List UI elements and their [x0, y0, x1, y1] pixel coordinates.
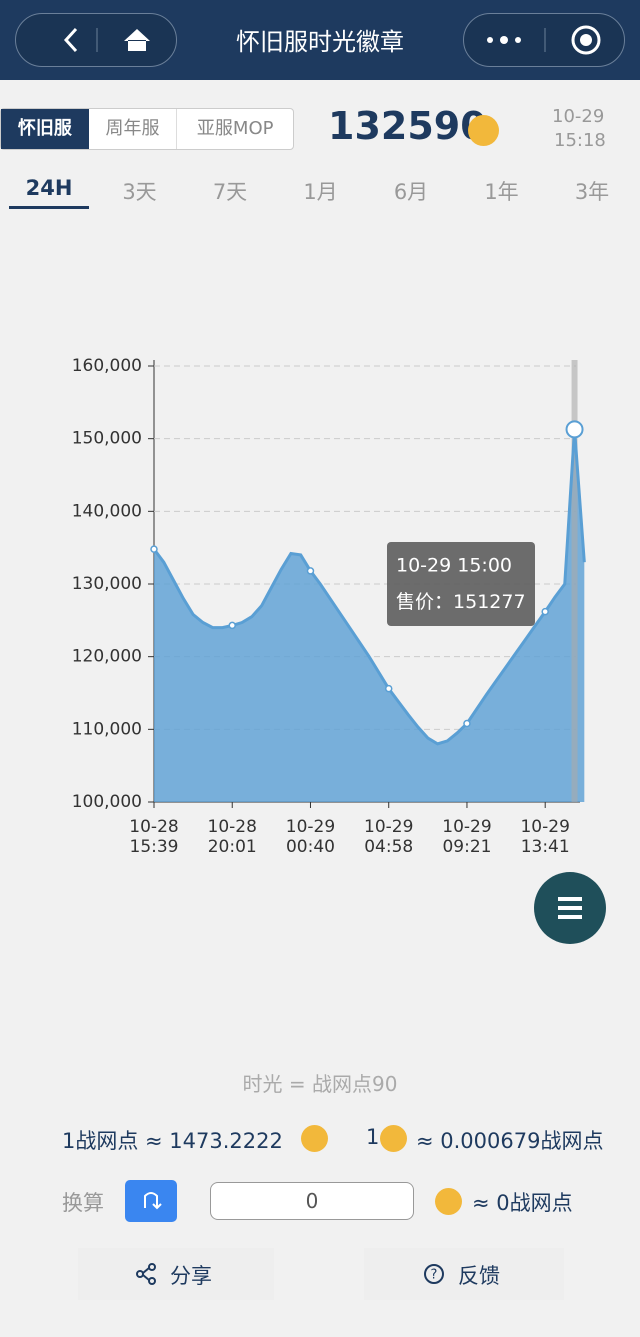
y-tick-label: 140,000 — [72, 501, 142, 521]
update-date: 10-29 — [552, 106, 605, 127]
x-tick-label-line: 10-29 — [364, 817, 413, 837]
swap-button[interactable] — [125, 1180, 177, 1222]
server-tab[interactable]: 亚服MOP — [196, 118, 274, 139]
x-tick-label-line: 10-29 — [442, 817, 491, 837]
tooltip-box — [387, 542, 535, 626]
point — [228, 621, 236, 630]
x-tick-label-line: 10-28 — [129, 817, 178, 837]
menu-fab[interactable] — [534, 872, 606, 944]
server-tab[interactable]: 怀旧服 — [1, 109, 89, 149]
svg-text:?: ? — [431, 1268, 438, 1283]
period-tab[interactable]: 7天 — [212, 180, 248, 204]
feedback-label: 反馈 — [458, 1264, 500, 1288]
coin-icon — [301, 1125, 328, 1152]
point — [384, 684, 393, 693]
tooltip-value: 151277 — [453, 591, 526, 613]
period-tab[interactable]: 6月 — [393, 180, 429, 204]
point — [150, 545, 158, 553]
share-label: 分享 — [170, 1264, 212, 1288]
calc-result: ≈ 0战网点 — [472, 1191, 573, 1215]
y-tick-label: 130,000 — [72, 574, 142, 594]
server-tab[interactable]: 周年服 — [89, 109, 178, 149]
x-tick-label-line: 10-28 — [208, 817, 257, 837]
x-tick-label-line: 20:01 — [208, 837, 257, 857]
menu-icons — [487, 25, 601, 55]
point — [541, 607, 549, 616]
highlight-point — [565, 420, 584, 439]
menu-capsule[interactable] — [463, 13, 625, 67]
point — [306, 567, 315, 575]
period-tab[interactable]: 1年 — [484, 180, 519, 204]
y-tick-label: 120,000 — [72, 647, 142, 667]
share-button[interactable]: 分享 — [78, 1248, 274, 1300]
rate-left: 1战网点 ≈ 1473.2222 — [62, 1129, 283, 1153]
y-tick-label: 100,000 — [72, 792, 142, 812]
y-tick-label: 110,000 — [72, 719, 142, 739]
x-tick-label-line: 00:40 — [286, 837, 335, 857]
x-tick-label-line: 13:41 — [521, 837, 570, 857]
tooltip-title: 10-29 15:00 — [396, 555, 512, 577]
tooltip-label-text: 售价： — [396, 591, 453, 613]
coin-icon — [380, 1125, 407, 1152]
x-tick-label: 10-29 09:21 — [442, 817, 491, 857]
x-tick-label: 10-28 20:01 — [208, 817, 257, 857]
period-tab[interactable]: 1月 — [303, 180, 338, 204]
hover-band — [571, 360, 578, 802]
x-tick-label-line: 04:58 — [364, 837, 413, 857]
menu-fab-icon — [558, 897, 582, 919]
coin-icon — [468, 115, 499, 146]
share-icon — [136, 1263, 156, 1285]
amount-input[interactable]: 0 — [210, 1182, 414, 1220]
nav-capsule[interactable] — [15, 13, 177, 67]
period-tab[interactable]: 3天 — [122, 180, 157, 204]
period-tab[interactable]: 24H — [9, 176, 89, 209]
price: 132590 — [328, 104, 487, 148]
period-tab[interactable]: 3年 — [574, 180, 610, 204]
server-tabs: 怀旧服 周年服 亚服MOP — [0, 108, 294, 150]
y-tick-label: 160,000 — [72, 356, 142, 376]
line — [152, 429, 586, 746]
nav-icons — [63, 27, 150, 53]
rate-right: ≈ 0.000679战网点 — [416, 1129, 604, 1153]
tooltip: 10-29 15:00 售价：151277 — [387, 542, 535, 626]
tooltip-label: 售价：151277 — [396, 591, 526, 613]
rate-right-prefix: 1 — [366, 1125, 380, 1149]
x-tick-label-line: 10-29 — [520, 817, 569, 837]
chart: 100,000 110,000 120,000 130,000 140,000 150,0… — [72, 356, 586, 857]
swap-icon — [144, 1192, 162, 1210]
x-tick-label: 10-29 00:40 — [286, 817, 335, 857]
feedback-button[interactable]: ? 反馈 — [364, 1248, 564, 1300]
x-tick-label-line: 09:21 — [442, 837, 491, 857]
page-title: 怀旧服时光徽章 — [236, 28, 404, 56]
calc-label: 换算 — [62, 1191, 104, 1215]
x-tick-label: 10-29 13:41 — [520, 817, 569, 857]
area — [154, 429, 585, 802]
x-tick-label-line: 15:39 — [130, 837, 179, 857]
y-tick-label: 150,000 — [72, 429, 142, 449]
period-tabs: 24H 3天 7天 1月 6月 1年 3年 — [0, 172, 640, 212]
update-time: 15:18 — [554, 130, 606, 151]
point — [463, 719, 471, 728]
x-tick-label: 10-29 04:58 — [364, 817, 413, 857]
x-tick-label-line: 10-29 — [286, 817, 335, 837]
rate-text: 时光 = 战网点90 — [242, 1072, 398, 1096]
x-tick-label: 10-28 15:39 — [129, 817, 178, 857]
coin-icon — [435, 1188, 462, 1215]
help-icon: ? — [424, 1264, 444, 1284]
